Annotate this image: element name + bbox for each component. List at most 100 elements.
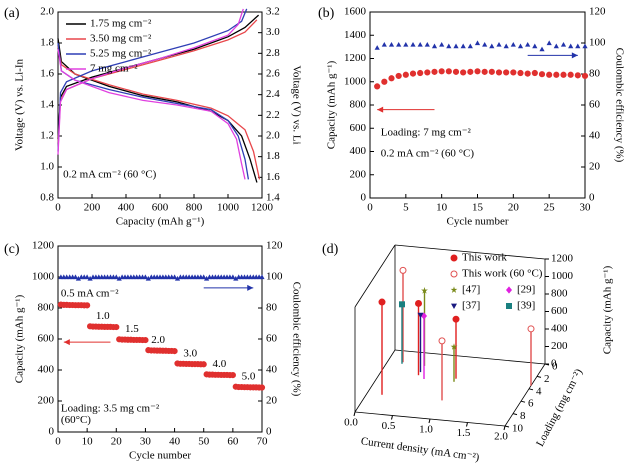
y-tick-label: 1.2 bbox=[40, 130, 54, 142]
stem-marker bbox=[452, 315, 460, 323]
y-tick bbox=[512, 413, 518, 416]
data-point bbox=[481, 68, 488, 75]
data-point bbox=[374, 83, 381, 90]
legend-label: 1.75 mg cm⁻² bbox=[90, 18, 152, 30]
data-point bbox=[200, 361, 207, 368]
y2-tick-label: 40 bbox=[589, 130, 601, 142]
data-point bbox=[446, 43, 452, 49]
x-axis-label: Cycle number bbox=[129, 450, 191, 462]
x-tick-label: 20 bbox=[508, 202, 520, 214]
y2-axis-label: Coulombic efficiency (%) bbox=[613, 48, 625, 163]
data-point bbox=[431, 43, 438, 49]
y2-tick-label: 60 bbox=[589, 99, 601, 111]
annotation: (60°C) bbox=[61, 414, 91, 426]
data-point bbox=[142, 274, 148, 280]
y2-tick-label: 3.2 bbox=[266, 6, 280, 18]
legend-label: [29] bbox=[517, 284, 535, 296]
y-tick-label: 600 bbox=[350, 122, 367, 134]
y-tick-label: 1.0 bbox=[40, 161, 54, 173]
data-point bbox=[460, 69, 467, 76]
y-tick bbox=[544, 363, 550, 366]
x-tick-label: 800 bbox=[186, 202, 203, 214]
annotation: 1.0 bbox=[96, 310, 110, 322]
x-axis-label: Capacity (mAh g⁻¹) bbox=[116, 216, 205, 228]
x-tick-label: 0.5 bbox=[382, 420, 396, 432]
x-tick-label: 60 bbox=[227, 436, 239, 448]
annotation: 5.0 bbox=[242, 371, 256, 383]
x-tick-label: 25 bbox=[544, 202, 556, 214]
y-tick bbox=[536, 375, 542, 378]
data-point bbox=[574, 72, 581, 79]
data-point bbox=[496, 42, 502, 47]
data-point bbox=[532, 43, 538, 49]
legend-label: [47] bbox=[462, 284, 480, 296]
y-tick bbox=[528, 388, 534, 391]
x-tick bbox=[391, 415, 393, 420]
y-tick-label: 1.8 bbox=[40, 37, 54, 49]
y-tick-label: 800 bbox=[38, 302, 55, 314]
data-point bbox=[142, 336, 149, 344]
y2-tick-label: 100 bbox=[266, 271, 283, 283]
y-tick-label: 4 bbox=[536, 385, 542, 397]
legend-marker bbox=[450, 254, 458, 262]
y-tick-label: 1.4 bbox=[40, 99, 54, 111]
y2-tick-label: 20 bbox=[589, 161, 601, 173]
data-point bbox=[453, 43, 459, 49]
y2-tick-label: 120 bbox=[589, 6, 606, 18]
data-point bbox=[517, 43, 524, 49]
y-tick-label: 1000 bbox=[32, 271, 55, 283]
data-point bbox=[381, 78, 388, 85]
x-axis-label: Current density (mA cm⁻²) bbox=[360, 435, 480, 464]
data-point bbox=[510, 69, 517, 76]
y-tick-label: 1400 bbox=[344, 29, 367, 41]
data-point bbox=[525, 42, 531, 47]
arrow-head bbox=[571, 52, 578, 59]
y2-tick-label: 60 bbox=[266, 333, 278, 345]
panel-label: (d) bbox=[322, 242, 339, 257]
y-tick-label: 200 bbox=[350, 168, 367, 180]
x-tick bbox=[428, 418, 431, 424]
data-point bbox=[116, 275, 122, 281]
floor-edge bbox=[354, 349, 396, 413]
panel-label: (b) bbox=[318, 6, 335, 21]
y-tick-label: 400 bbox=[350, 145, 367, 157]
annotation: Loading: 3.5 mg cm⁻² bbox=[61, 402, 160, 414]
data-point bbox=[84, 302, 91, 309]
data-point bbox=[503, 69, 510, 76]
y-tick-label: 8 bbox=[520, 410, 526, 422]
y-tick-label: 6 bbox=[528, 398, 534, 410]
data-point bbox=[560, 71, 567, 78]
annotation: 3.0 bbox=[183, 347, 197, 359]
data-point bbox=[546, 71, 553, 78]
y2-tick-label: 1.4 bbox=[266, 192, 280, 204]
x-tick-label: 1.0 bbox=[419, 424, 433, 436]
data-point bbox=[204, 275, 210, 281]
annotation: Loading: 7 mg cm⁻² bbox=[381, 126, 472, 138]
data-point bbox=[445, 68, 452, 75]
y-tick-label: 1200 bbox=[32, 240, 55, 252]
data-point bbox=[75, 275, 81, 281]
data-point bbox=[438, 68, 445, 75]
z-tick-label: 0 bbox=[551, 358, 557, 370]
data-point bbox=[417, 69, 424, 77]
y2-tick-label: 80 bbox=[266, 302, 278, 314]
annotation: 4.0 bbox=[212, 358, 226, 370]
y2-tick-label: 0 bbox=[589, 192, 595, 204]
y-tick bbox=[504, 425, 510, 428]
y2-tick-label: 120 bbox=[266, 240, 283, 252]
data-point bbox=[388, 75, 395, 82]
data-point bbox=[517, 69, 524, 77]
data-point bbox=[424, 42, 430, 47]
line-series bbox=[57, 8, 246, 180]
y-tick-label: 800 bbox=[350, 99, 367, 111]
data-point bbox=[553, 71, 560, 78]
data-point bbox=[568, 43, 574, 49]
y-tick-label: 0 bbox=[552, 361, 558, 373]
y2-tick-label: 2.6 bbox=[266, 68, 280, 80]
y-tick-label: 1000 bbox=[344, 75, 367, 87]
x-tick-label: 5 bbox=[403, 202, 409, 214]
stem-marker bbox=[417, 312, 424, 319]
x-tick-label: 400 bbox=[118, 202, 135, 214]
x-tick-label: 50 bbox=[198, 436, 210, 448]
data-point bbox=[395, 72, 402, 80]
